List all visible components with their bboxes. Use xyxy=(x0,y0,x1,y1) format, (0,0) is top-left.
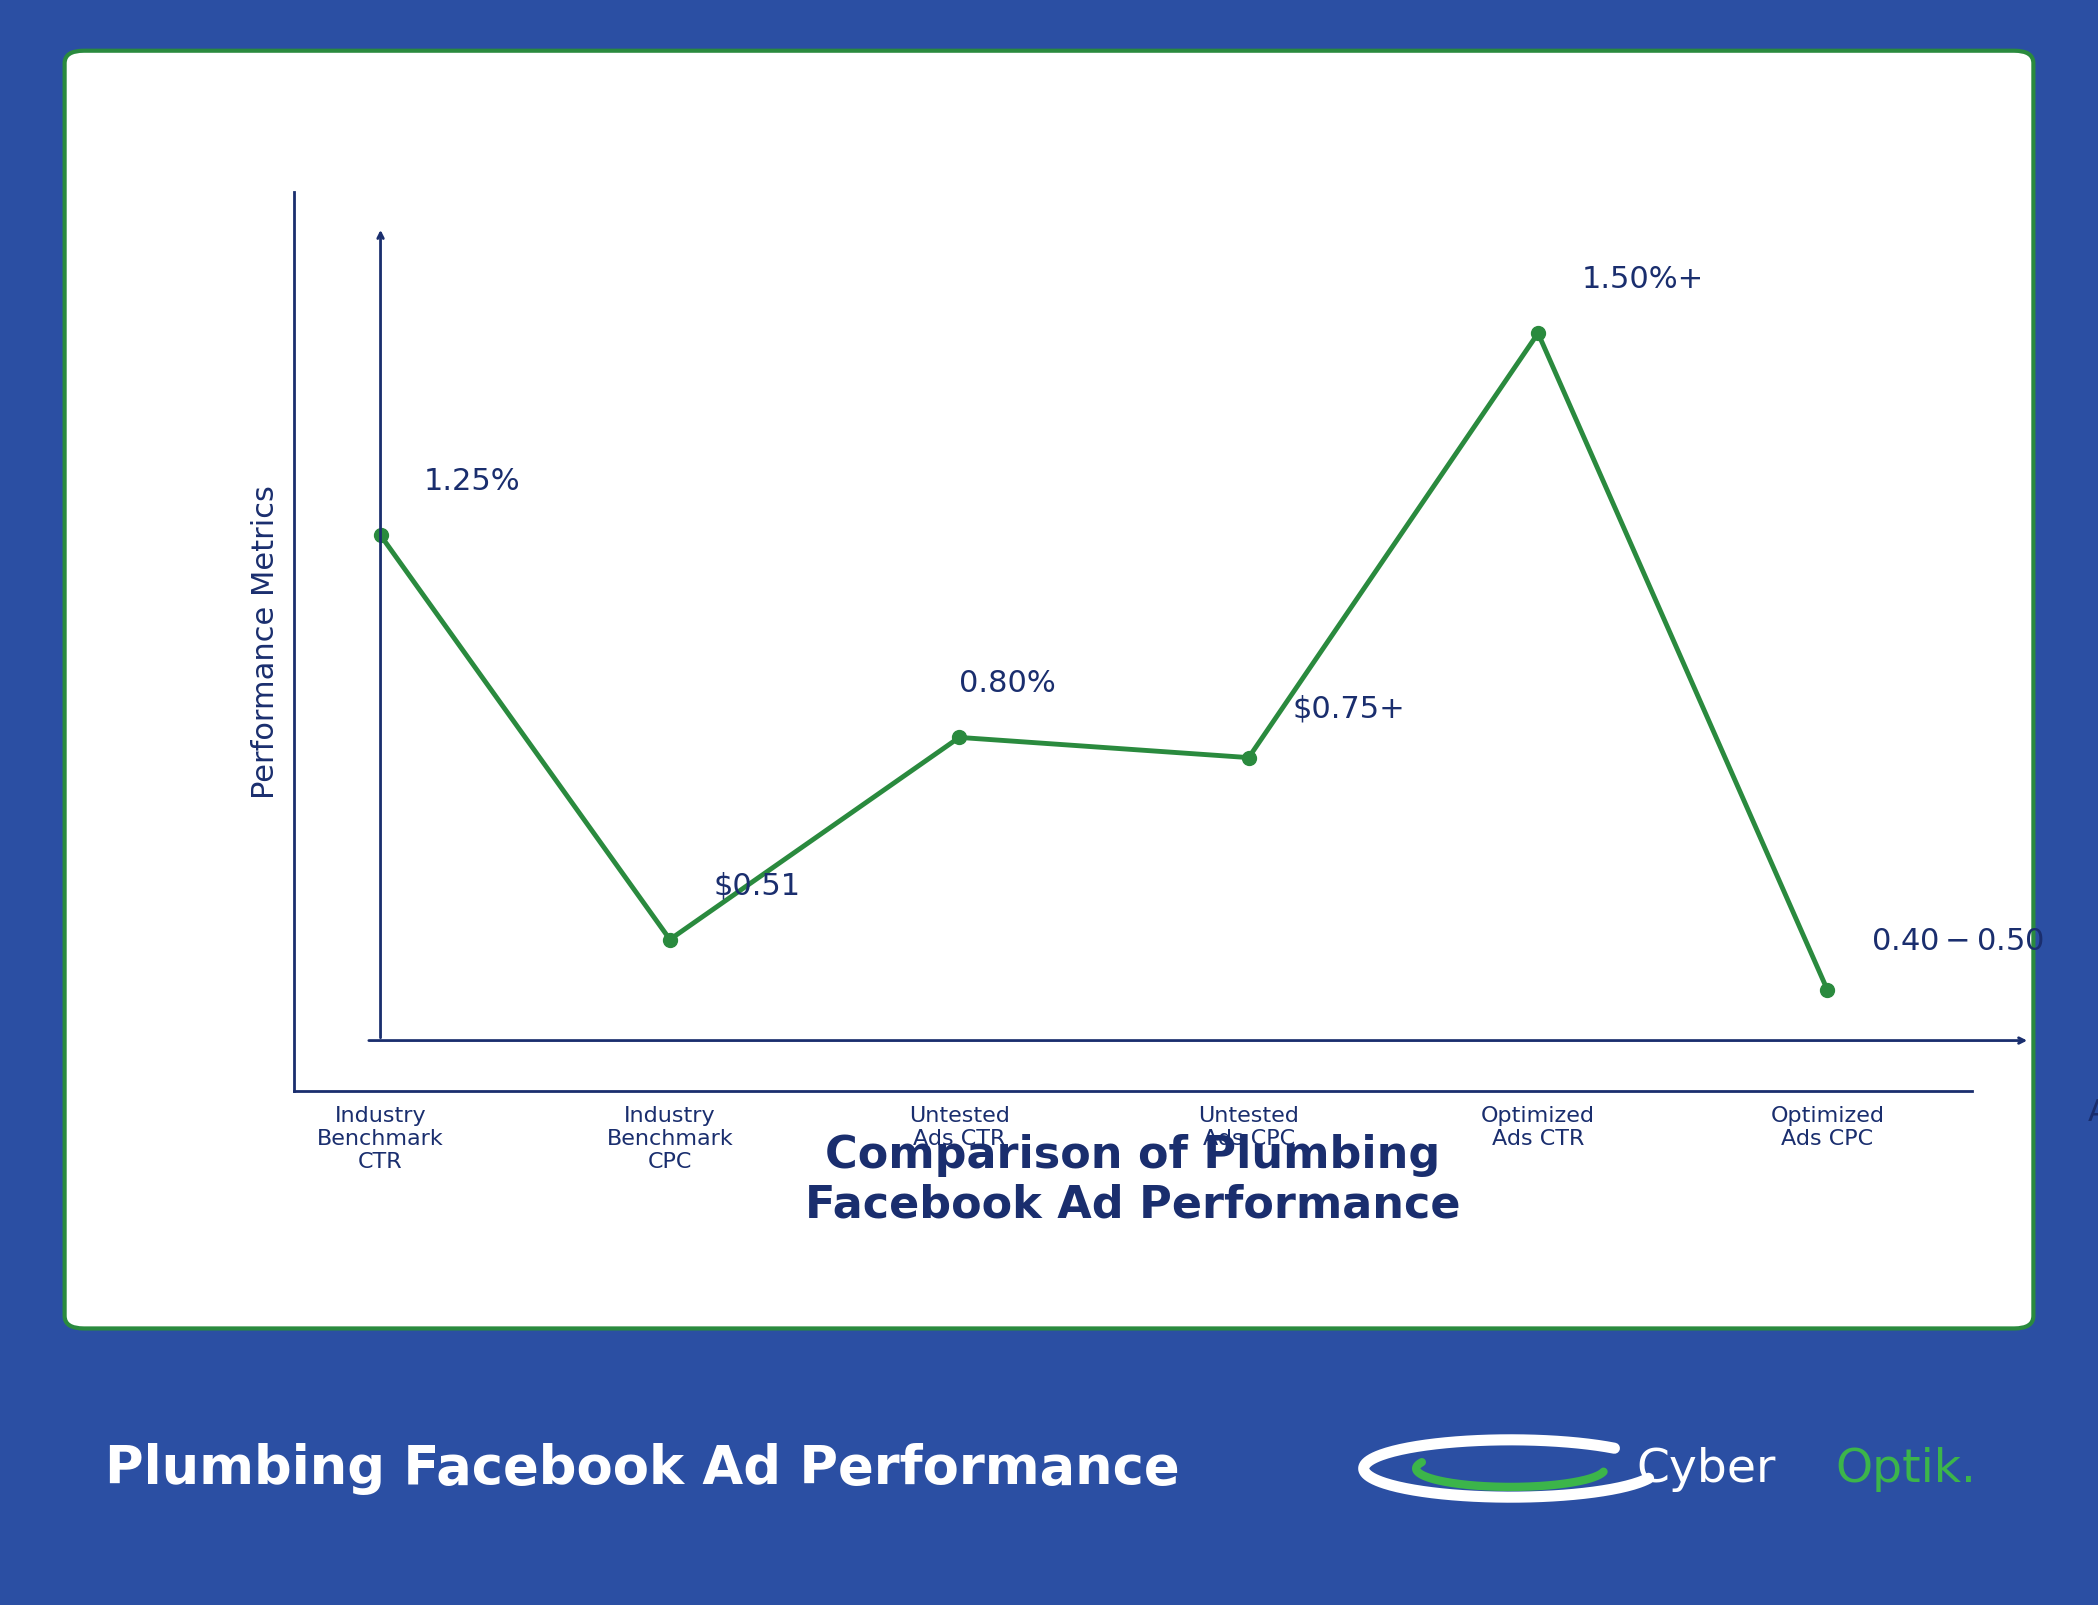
Text: $0.75+: $0.75+ xyxy=(1292,693,1406,722)
FancyBboxPatch shape xyxy=(65,51,2033,1329)
Text: Comparison of Plumbing
Facebook Ad Performance: Comparison of Plumbing Facebook Ad Perfo… xyxy=(806,1133,1460,1226)
Text: Cyber: Cyber xyxy=(1636,1446,1775,1491)
Text: 0.80%: 0.80% xyxy=(959,669,1055,698)
Text: Ad Type: Ad Type xyxy=(2088,1098,2098,1127)
Text: $0.51: $0.51 xyxy=(713,870,801,899)
Text: Plumbing Facebook Ad Performance: Plumbing Facebook Ad Performance xyxy=(105,1443,1179,1494)
Text: Optik.: Optik. xyxy=(1836,1446,1976,1491)
Text: $0.40-$0.50: $0.40-$0.50 xyxy=(1871,926,2043,955)
Text: 1.50%+: 1.50%+ xyxy=(1582,265,1704,294)
Text: 1.25%: 1.25% xyxy=(424,467,520,496)
Y-axis label: Performance Metrics: Performance Metrics xyxy=(252,485,279,799)
